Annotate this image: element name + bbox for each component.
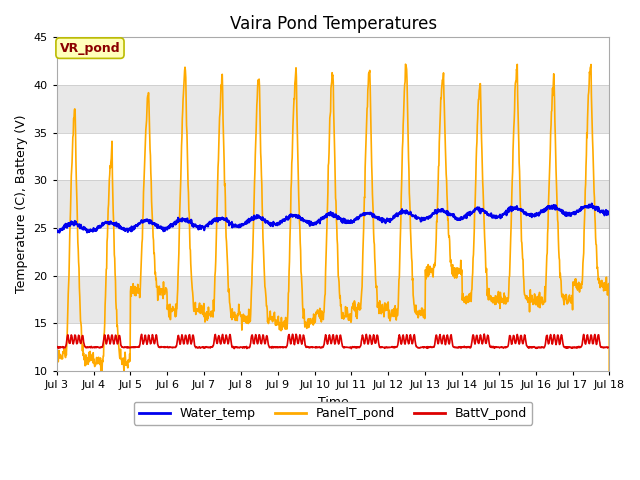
Y-axis label: Temperature (C), Battery (V): Temperature (C), Battery (V) bbox=[15, 115, 28, 293]
Text: VR_pond: VR_pond bbox=[60, 42, 120, 55]
Title: Vaira Pond Temperatures: Vaira Pond Temperatures bbox=[230, 15, 436, 33]
Legend: Water_temp, PanelT_pond, BattV_pond: Water_temp, PanelT_pond, BattV_pond bbox=[134, 402, 532, 425]
X-axis label: Time: Time bbox=[317, 396, 348, 408]
Bar bbox=[57, 85, 609, 132]
Bar bbox=[57, 180, 609, 228]
Bar bbox=[57, 276, 609, 324]
